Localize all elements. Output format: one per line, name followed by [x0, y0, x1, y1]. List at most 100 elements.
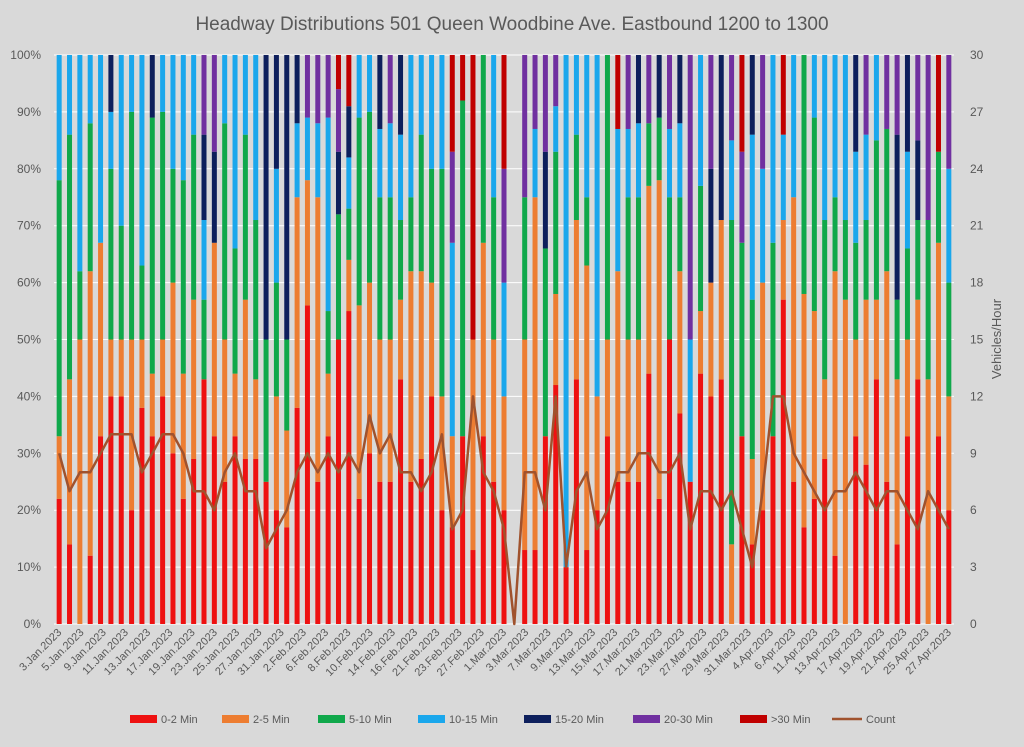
bar-segment	[946, 396, 952, 511]
bar-stack	[346, 55, 352, 624]
bar-segment	[201, 55, 207, 135]
bar-stack	[853, 55, 859, 624]
bar-stack	[139, 55, 145, 624]
bar-segment	[646, 373, 652, 624]
bar-segment	[853, 339, 859, 437]
bar-segment	[242, 299, 248, 459]
bar-segment	[656, 117, 662, 181]
bar-segment	[594, 396, 600, 511]
bar-segment	[780, 299, 786, 624]
bar-segment	[67, 379, 73, 545]
bar-segment	[811, 55, 817, 118]
bar-segment	[594, 510, 600, 624]
bar-stack	[191, 55, 197, 624]
bar-stack	[873, 55, 879, 624]
count-line	[57, 395, 950, 626]
bar-segment	[635, 339, 641, 482]
bar-stack	[863, 55, 869, 624]
bar-segment	[253, 458, 259, 624]
bar-segment	[522, 550, 528, 624]
y-axis: 0% 10% 20% 30% 40% 50% 60% 70% 80% 90% 100%	[10, 48, 41, 631]
bar-segment	[449, 242, 455, 437]
bar-segment	[56, 55, 62, 181]
bar-segment	[904, 339, 910, 437]
bar-stack	[522, 55, 528, 624]
bar-stack	[449, 55, 455, 624]
bar-stack	[284, 55, 290, 624]
legend-swatch	[418, 715, 445, 723]
bar-segment	[408, 271, 414, 482]
bar-segment	[935, 151, 941, 243]
bar-segment	[232, 436, 238, 624]
bar-stack	[56, 55, 62, 624]
bar-stack	[832, 55, 838, 624]
bar-segment	[408, 197, 414, 272]
bar-segment	[677, 271, 683, 414]
bar-segment	[325, 373, 331, 437]
bar-segment	[873, 299, 879, 380]
bar-segment	[418, 458, 424, 624]
bar-segment	[780, 134, 786, 221]
bar-segment	[853, 436, 859, 624]
bar-segment	[873, 140, 879, 300]
legend-swatch	[130, 715, 157, 723]
bar-segment	[687, 339, 693, 482]
bar-segment	[284, 55, 290, 340]
bar-segment	[491, 481, 497, 624]
bar-segment	[904, 248, 910, 340]
legend-label: >30 Min	[771, 714, 810, 726]
bar-segment	[801, 55, 807, 294]
bar-segment	[418, 134, 424, 272]
bar-stack	[615, 55, 621, 624]
bar-segment	[180, 180, 186, 374]
bar-stack	[387, 55, 393, 624]
bar-segment	[449, 151, 455, 243]
bar-segment	[749, 458, 755, 545]
bar-segment	[460, 436, 466, 624]
bar-segment	[377, 128, 383, 198]
bar-segment	[491, 55, 497, 198]
bar-stack	[780, 55, 786, 624]
bar-segment	[604, 339, 610, 437]
bar-segment	[149, 436, 155, 624]
bar-stack	[263, 55, 269, 624]
bar-segment	[946, 282, 952, 397]
bar-segment	[253, 55, 259, 221]
bar-segment	[884, 481, 890, 624]
bar-segment	[139, 55, 145, 266]
bar-stack	[129, 55, 135, 624]
bar-segment	[635, 123, 641, 198]
bar-segment	[625, 197, 631, 340]
bar-segment	[718, 55, 724, 221]
bar-stack	[211, 55, 217, 624]
bar-segment	[304, 180, 310, 306]
bar-segment	[263, 55, 269, 340]
bar-segment	[635, 197, 641, 340]
bar-stack	[677, 55, 683, 624]
bar-segment	[387, 481, 393, 624]
bar-segment	[780, 55, 786, 135]
bar-segment	[356, 55, 362, 118]
bar-stack	[698, 55, 704, 624]
bar-segment	[118, 55, 124, 226]
bar-segment	[811, 498, 817, 624]
bar-segment	[56, 436, 62, 499]
y2-tick-label: 12	[970, 389, 984, 403]
bar-stack	[770, 55, 776, 624]
bar-stack	[180, 55, 186, 624]
bar-segment	[522, 339, 528, 551]
bar-segment	[842, 220, 848, 300]
bar-segment	[822, 379, 828, 459]
bar-segment	[739, 55, 745, 152]
bar-stack	[77, 55, 83, 624]
bar-segment	[749, 544, 755, 624]
bar-segment	[139, 265, 145, 340]
bar-segment	[501, 282, 507, 397]
bar-segment	[377, 339, 383, 482]
legend-swatch	[524, 715, 551, 723]
bar-segment	[87, 271, 93, 556]
bar-segment	[294, 55, 300, 124]
bar-segment	[98, 55, 104, 243]
bar-segment	[749, 55, 755, 135]
bar-segment	[946, 168, 952, 283]
